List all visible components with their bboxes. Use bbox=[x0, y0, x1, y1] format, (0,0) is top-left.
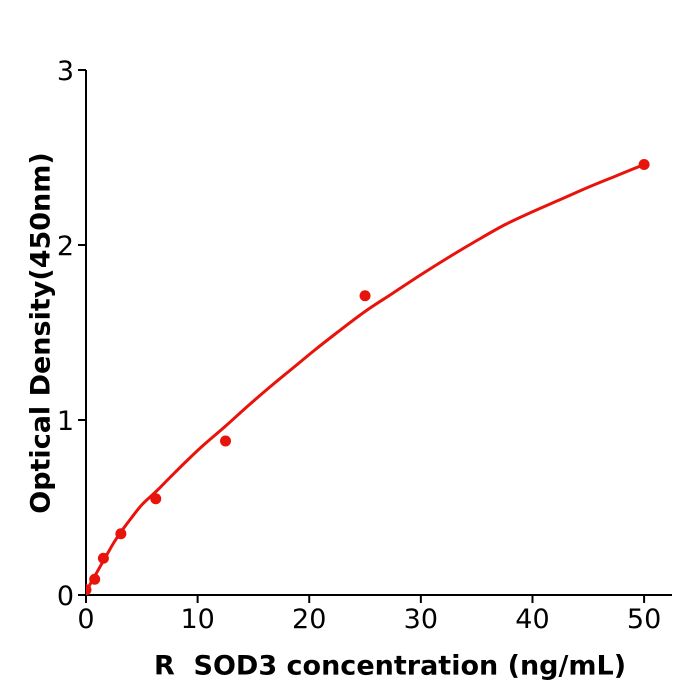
y-tick-label: 1 bbox=[57, 406, 74, 437]
data-points bbox=[86, 159, 650, 596]
y-axis-title: Optical Density(450nm) bbox=[25, 152, 57, 514]
data-point-marker bbox=[150, 493, 162, 505]
x-tick-label: 50 bbox=[627, 604, 661, 635]
data-point-marker bbox=[359, 290, 371, 302]
data-point-marker bbox=[86, 584, 92, 596]
data-point-marker bbox=[220, 435, 232, 447]
x-axis-title: R SOD3 concentration (ng/mL) bbox=[153, 650, 627, 682]
fit-curve bbox=[86, 163, 646, 593]
fitted-curve-path bbox=[86, 163, 646, 593]
x-tick-label: 10 bbox=[180, 604, 214, 635]
x-tick-label: 0 bbox=[77, 604, 94, 635]
x-tick-label: 30 bbox=[404, 604, 438, 635]
y-tick-label: 3 bbox=[57, 56, 74, 87]
x-tick-label: 40 bbox=[515, 604, 549, 635]
x-tick-label: 20 bbox=[292, 604, 326, 635]
data-point-marker bbox=[638, 159, 650, 170]
y-tick-label: 2 bbox=[57, 231, 74, 262]
data-point-marker bbox=[115, 528, 127, 540]
y-tick-label: 0 bbox=[57, 581, 74, 612]
data-point-marker bbox=[89, 573, 101, 585]
x-axis: 0 10 20 30 40 50 bbox=[77, 594, 672, 635]
y-axis: 0 1 2 3 bbox=[57, 56, 87, 612]
data-point-marker bbox=[97, 552, 109, 564]
